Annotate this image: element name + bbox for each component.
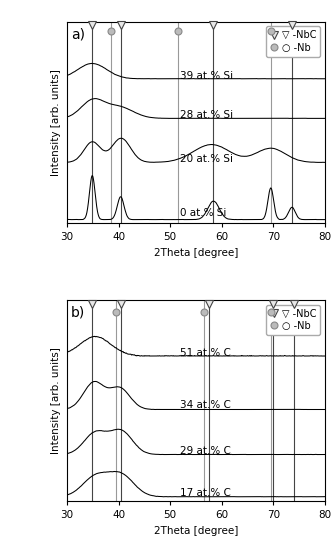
Text: 0 at.% Si: 0 at.% Si (181, 208, 227, 218)
Text: 17 at.% C: 17 at.% C (181, 488, 231, 498)
Text: a): a) (71, 27, 85, 42)
X-axis label: 2Theta [degree]: 2Theta [degree] (154, 526, 238, 536)
Text: b): b) (71, 306, 85, 320)
Legend: ▽ -NbC, ○ -Nb: ▽ -NbC, ○ -Nb (266, 305, 320, 335)
Text: 34 at.% C: 34 at.% C (181, 400, 231, 410)
Y-axis label: Intensity [arb. units]: Intensity [arb. units] (52, 347, 61, 454)
Text: 39 at.% Si: 39 at.% Si (181, 72, 233, 81)
Text: 20 at.% Si: 20 at.% Si (181, 154, 233, 164)
X-axis label: 2Theta [degree]: 2Theta [degree] (154, 248, 238, 258)
Text: 29 at.% C: 29 at.% C (181, 446, 231, 456)
Text: 51 at.% C: 51 at.% C (181, 348, 231, 358)
Y-axis label: Intensity [arb. units]: Intensity [arb. units] (52, 69, 61, 176)
Text: 28 at.% Si: 28 at.% Si (181, 110, 233, 120)
Legend: ▽ -NbC, ○ -Nb: ▽ -NbC, ○ -Nb (266, 26, 320, 57)
